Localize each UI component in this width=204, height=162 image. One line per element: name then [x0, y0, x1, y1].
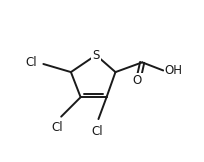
Text: Cl: Cl [91, 125, 103, 138]
Text: OH: OH [164, 64, 182, 77]
Text: Cl: Cl [51, 122, 63, 134]
Text: O: O [132, 74, 141, 87]
Text: S: S [92, 49, 99, 62]
Text: Cl: Cl [25, 56, 37, 69]
